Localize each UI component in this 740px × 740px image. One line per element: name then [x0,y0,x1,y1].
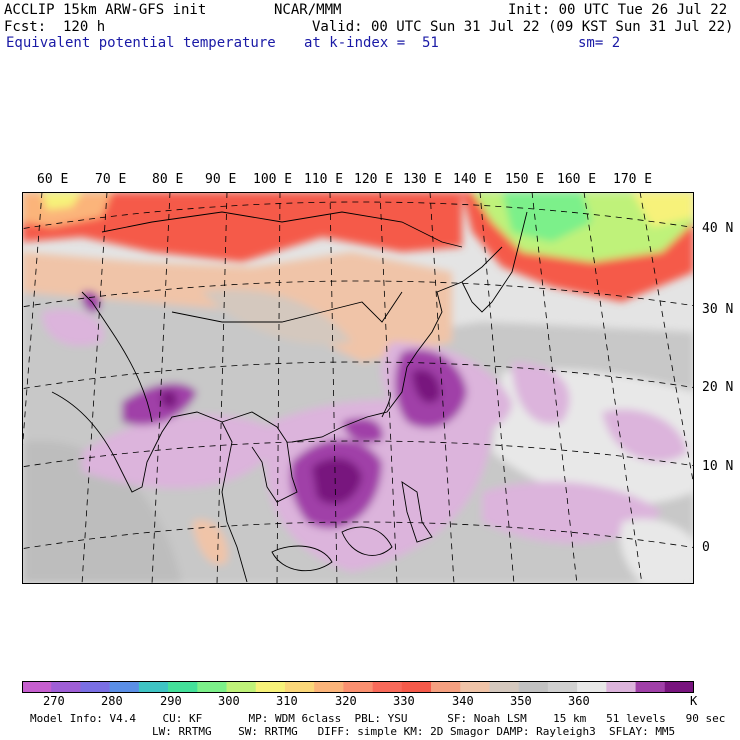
colorbar-swatch [109,681,140,693]
colorbar-swatch [606,681,636,693]
colorbar-swatch [138,681,169,693]
colorbar-swatch [197,681,227,693]
colorbar-swatch [635,681,666,693]
init-time: Init: 00 UTC Tue 26 Jul 22 [508,2,728,18]
lon-label: 160 E [557,172,597,187]
model-info-line2: LW: RRTMG SW: RRTMG DIFF: simple KM: 2D … [152,725,676,738]
model-info-line1: Model Info: V4.4 CU: KF MP: WDM 6class P… [30,712,726,725]
colorbar-swatch [22,681,52,693]
colorbar-swatch [401,681,432,693]
shaded-field [22,192,694,584]
lat-label: 0 [702,540,710,555]
lat-label: 20 N [702,380,734,395]
colorbar-label: 330 [393,694,415,708]
lat-label: 40 N [702,221,734,236]
lat-label: 30 N [702,302,734,317]
model-title: ACCLIP 15km ARW-GFS init [4,2,207,18]
lat-label: 10 N [702,459,734,474]
colorbar-label: 290 [160,694,182,708]
lon-label: 80 E [152,172,184,187]
forecast-hour: Fcst: 120 h [4,19,106,35]
lon-label: 170 E [613,172,653,187]
smoothing-label: sm= 2 [578,35,621,51]
colorbar-label: 300 [218,694,240,708]
colorbar-swatch [168,681,198,693]
colorbar-swatch [460,681,490,693]
colorbar-label: 340 [452,694,474,708]
colorbar-swatch [314,681,344,693]
colorbar-label: 320 [335,694,357,708]
colorbar-swatch [255,681,286,693]
colorbar-label: 270 [43,694,65,708]
coastlines [51,211,528,583]
colorbar-swatch [431,681,461,693]
colorbar-swatch [51,681,81,693]
lon-label: 70 E [95,172,127,187]
colorbar-swatch [489,681,519,693]
lon-label: 60 E [37,172,69,187]
lon-label: 120 E [354,172,394,187]
colorbar-label: 280 [101,694,123,708]
graticule [22,192,694,584]
lon-label: 90 E [205,172,237,187]
colorbar-swatch [372,681,403,693]
map-frame [22,192,694,584]
lon-label: 130 E [403,172,443,187]
colorbar-swatch [577,681,607,693]
colorbar [22,681,694,693]
theta-e-map [22,192,694,584]
colorbar-label: 310 [276,694,298,708]
colorbar-unit: K [690,694,698,708]
colorbar-swatch [664,681,694,693]
field-name: Equivalent potential temperature [6,35,276,51]
colorbar-swatch [80,681,110,693]
colorbar-swatch [547,681,578,693]
lon-label: 110 E [304,172,344,187]
colorbar-label: 360 [568,694,590,708]
lon-label: 100 E [253,172,293,187]
colorbar-swatch [284,681,315,693]
colorbar-swatch [343,681,373,693]
lon-label: 140 E [453,172,493,187]
level-label: at k-index = 51 [304,35,439,51]
valid-time: Valid: 00 UTC Sun 31 Jul 22 (09 KST Sun … [312,19,734,35]
org-label: NCAR/MMM [274,2,342,18]
colorbar-swatch [226,681,257,693]
colorbar-swatch [518,681,549,693]
lon-label: 150 E [505,172,545,187]
colorbar-frame [22,681,694,693]
colorbar-label: 350 [510,694,532,708]
